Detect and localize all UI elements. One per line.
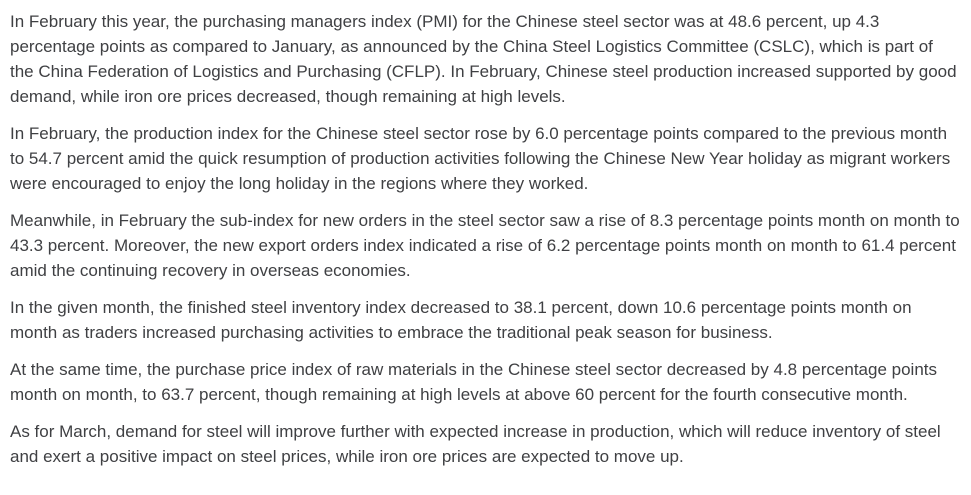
paragraph-production-index: In February, the production index for th… bbox=[10, 124, 951, 193]
paragraph-purchase-price-index: At the same time, the purchase price ind… bbox=[10, 360, 937, 404]
paragraph-new-orders-index: Meanwhile, in February the sub-index for… bbox=[10, 211, 960, 280]
paragraph-inventory-index: In the given month, the finished steel i… bbox=[10, 298, 912, 342]
paragraph-pmi-overview: In February this year, the purchasing ma… bbox=[10, 12, 957, 106]
paragraph-march-outlook: As for March, demand for steel will impr… bbox=[10, 422, 941, 466]
